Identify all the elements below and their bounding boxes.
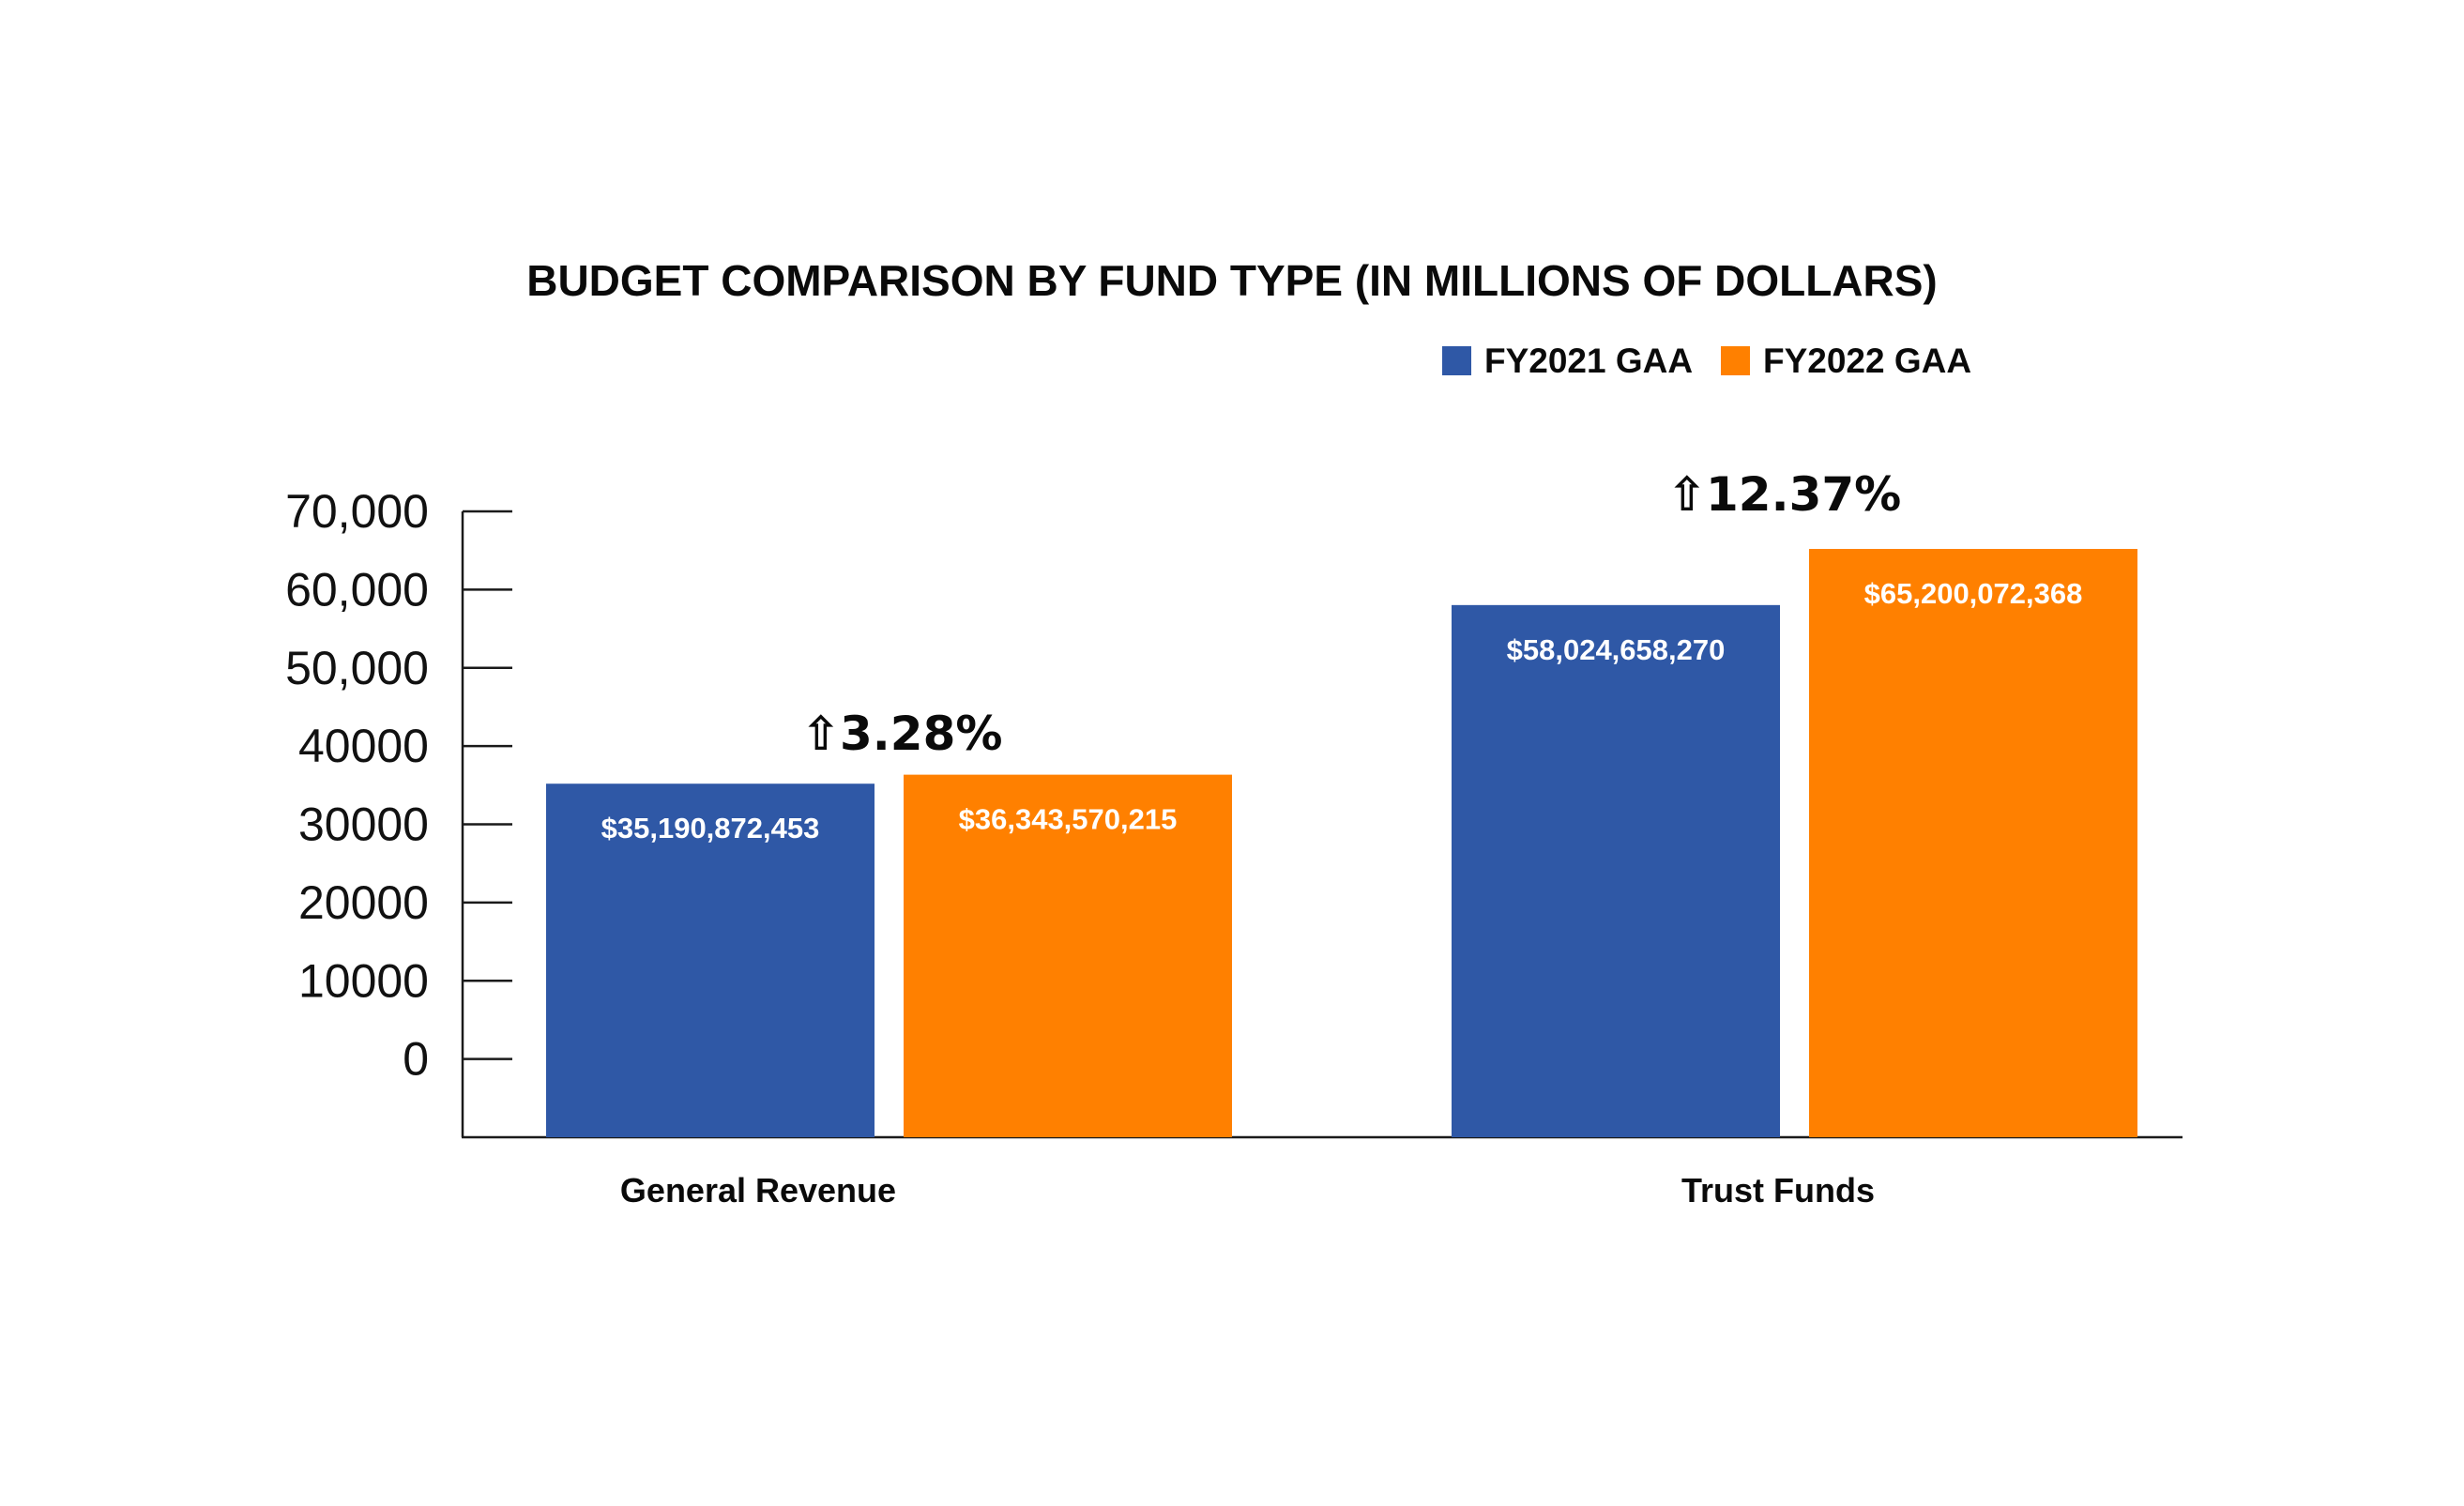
y-tick-label: 20000 — [298, 876, 429, 929]
y-tick-label: 10000 — [298, 954, 429, 1007]
y-tick-label: 50,000 — [285, 642, 429, 694]
y-tick-label: 40000 — [298, 720, 429, 772]
bar-fy2021-trust-funds — [1452, 604, 1780, 1137]
bar-fy2022-trust-funds — [1809, 549, 2137, 1137]
chart-title: BUDGET COMPARISON BY FUND TYPE (IN MILLI… — [526, 256, 1938, 305]
bar-value-label: $58,024,658,270 — [1507, 633, 1726, 666]
y-tick-label: 30000 — [298, 799, 429, 851]
change-annotation-general-revenue: ⇧ 3.28% — [801, 707, 1002, 761]
bar-fy2021-general-revenue — [546, 783, 875, 1137]
change-percent-label: 3.28% — [840, 707, 1002, 761]
change-annotation-trust-funds: ⇧ 12.37% — [1667, 467, 1901, 522]
y-tick-label: 60,000 — [285, 563, 429, 616]
bar-value-label: $35,190,872,453 — [601, 812, 820, 844]
y-tick-label: 70,000 — [285, 485, 429, 538]
change-percent-label: 12.37% — [1706, 467, 1901, 522]
bars — [546, 549, 2137, 1137]
bar-value-labels: $35,190,872,453 $58,024,658,270 $36,343,57… — [601, 577, 2083, 844]
legend-label-fy2022: FY2022 GAA — [1763, 342, 1971, 380]
bar-value-label: $36,343,570,215 — [959, 803, 1178, 836]
legend: FY2021 GAA FY2022 GAA — [1442, 342, 1971, 380]
up-arrow-icon: ⇧ — [801, 707, 841, 761]
category-label-general-revenue: General Revenue — [620, 1171, 896, 1209]
legend-swatch-fy2021 — [1442, 346, 1471, 375]
legend-swatch-fy2022 — [1721, 346, 1750, 375]
legend-label-fy2021: FY2021 GAA — [1484, 342, 1693, 380]
bar-value-label: $65,200,072,368 — [1864, 577, 2083, 610]
bar-fy2022-general-revenue — [904, 774, 1232, 1137]
y-ticks: 0 10000 20000 30000 40000 50,000 60,000 70,000 — [285, 485, 512, 1086]
category-label-trust-funds: Trust Funds — [1681, 1171, 1875, 1209]
up-arrow-icon: ⇧ — [1667, 467, 1707, 522]
y-tick-label: 0 — [403, 1033, 429, 1086]
